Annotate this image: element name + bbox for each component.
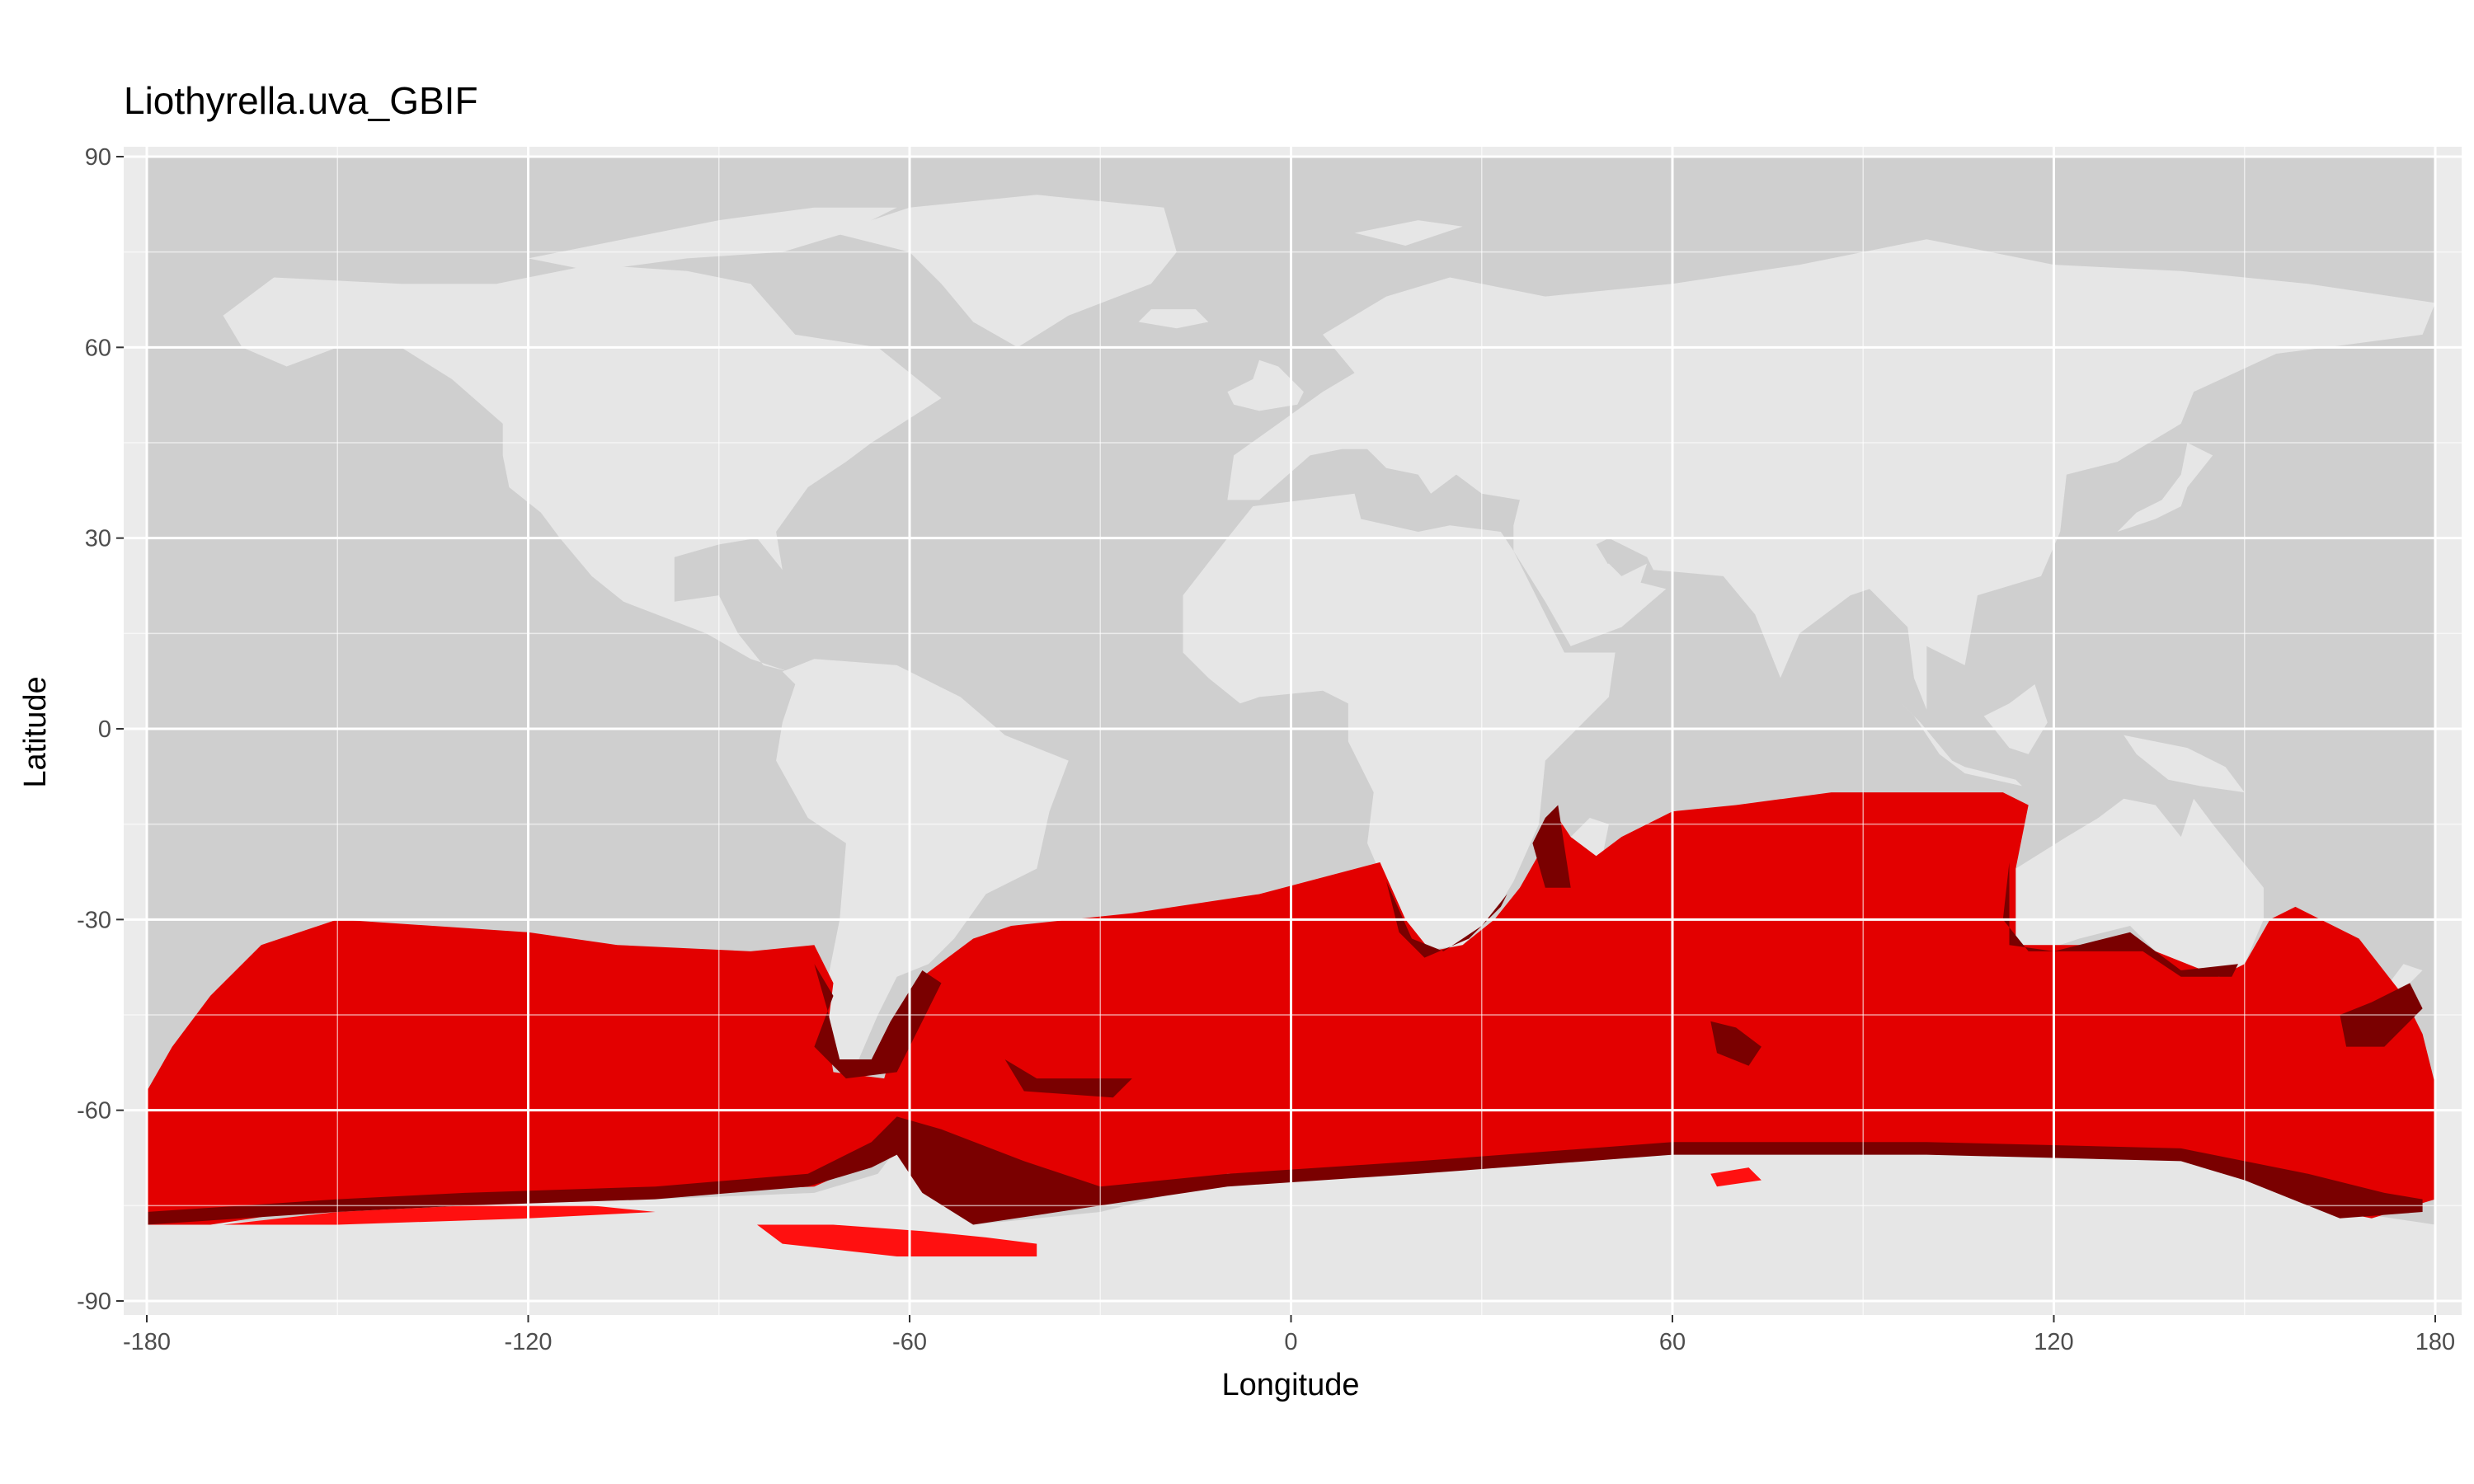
land-australia <box>2015 798 2264 977</box>
y-tick-label: 90 <box>85 144 111 171</box>
land-greenland <box>833 195 1177 348</box>
grid-lines <box>124 147 2462 1315</box>
x-tick-label: 0 <box>1284 1329 1297 1355</box>
land-eurasia <box>1227 239 2435 710</box>
range-high-suitability-antarctic-margin <box>147 1116 2423 1225</box>
range-high-suitability-kerguelen <box>1710 1021 1761 1066</box>
x-axis-title: Longitude <box>1222 1368 1360 1402</box>
y-tick-label: -90 <box>77 1289 111 1315</box>
y-tick-label: -60 <box>77 1098 111 1125</box>
x-tick-label: 180 <box>2415 1329 2455 1355</box>
y-axis: -90 -60 -30 0 30 60 90 <box>77 144 124 1315</box>
land-svalbard-novaya-zemlya <box>1354 220 1463 246</box>
map-panel <box>124 147 2462 1315</box>
x-axis: -180 -120 -60 0 60 120 180 <box>123 1315 2455 1355</box>
land-canadian-arctic-islands <box>528 207 897 271</box>
x-tick-label: -120 <box>504 1329 552 1355</box>
range-bright-range-east <box>1710 1167 1761 1187</box>
y-tick-label: 0 <box>98 716 111 743</box>
range-bright-range-ross <box>223 1205 656 1225</box>
map-title: Liothyrella.uva_GBIF <box>124 79 478 122</box>
x-tick-label: 120 <box>2034 1329 2073 1355</box>
land-iceland <box>1138 309 1209 329</box>
range-high-suitability-mozambique <box>1532 805 1571 888</box>
y-tick-label: 30 <box>85 526 111 552</box>
land-uk-ireland <box>1227 359 1304 411</box>
y-tick-label: 60 <box>85 335 111 361</box>
land-arabian-peninsula-gulf <box>1583 563 1648 583</box>
y-axis-title: Latitude <box>18 676 53 787</box>
land-japan <box>2117 443 2213 532</box>
land-south-america <box>776 659 1069 1079</box>
y-tick-label: -30 <box>77 907 111 933</box>
land-borneo <box>1983 684 2048 754</box>
land-north-america <box>223 265 942 672</box>
range-bright-range-weddell <box>757 1224 1037 1256</box>
x-tick-label: 60 <box>1659 1329 1686 1355</box>
x-tick-label: -180 <box>123 1329 171 1355</box>
land-new-guinea <box>2124 735 2245 793</box>
land-sumatra-java <box>1894 697 2022 787</box>
x-tick-label: -60 <box>892 1329 927 1355</box>
